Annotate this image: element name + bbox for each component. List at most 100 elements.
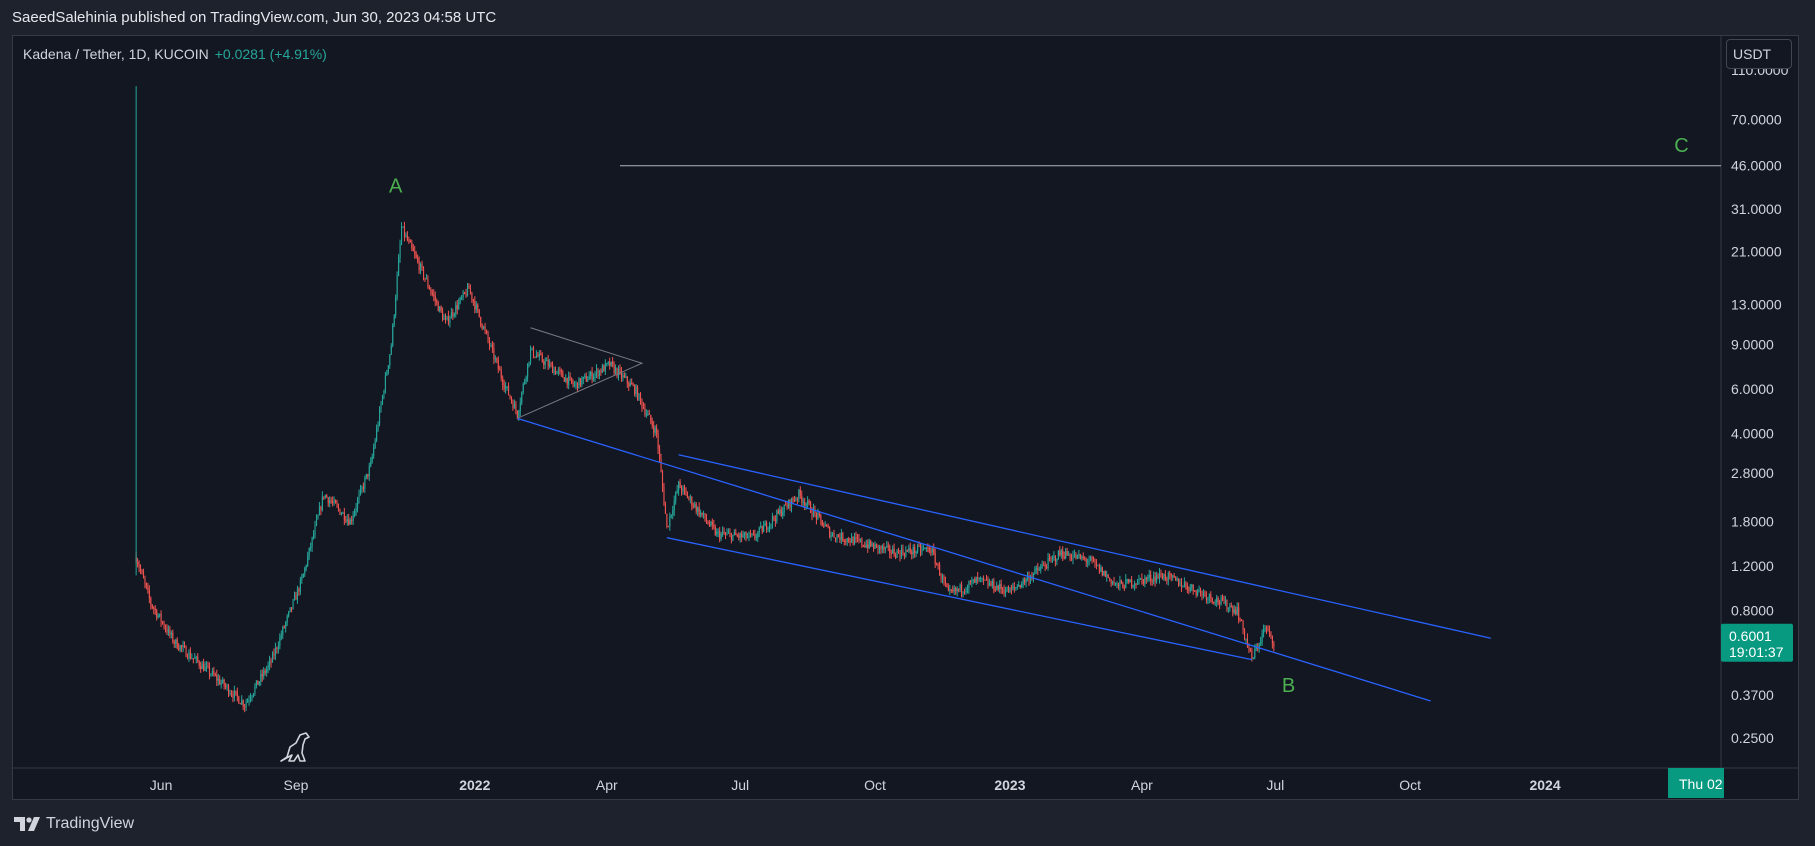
candle-body — [380, 403, 382, 410]
candle — [1093, 556, 1095, 563]
candle-body — [645, 414, 647, 416]
y-tick-label: 0.2500 — [1731, 730, 1774, 746]
candle — [609, 357, 611, 370]
candle-body — [352, 515, 354, 521]
candle-body — [754, 534, 756, 538]
candle — [559, 366, 561, 375]
candle — [1202, 589, 1205, 599]
candle — [883, 542, 885, 554]
candle-body — [244, 706, 246, 708]
candle-body — [625, 376, 627, 378]
candle — [1031, 571, 1033, 581]
candle-body — [946, 583, 948, 588]
footer-brand[interactable]: TradingView — [14, 815, 134, 833]
candle — [257, 680, 259, 685]
candle — [661, 469, 664, 493]
candle — [603, 364, 605, 372]
candle-body — [572, 382, 574, 385]
candle — [274, 642, 277, 660]
candle-body — [956, 588, 958, 592]
candle-body — [1123, 588, 1125, 590]
candle-body — [741, 533, 743, 538]
candle — [962, 591, 964, 598]
candle-body — [1024, 578, 1026, 583]
candle-body — [1047, 557, 1049, 568]
candle — [1066, 547, 1068, 557]
candle-body — [220, 682, 222, 685]
candle-body — [182, 645, 184, 648]
candle-body — [414, 251, 416, 255]
crosshair-date-text: Thu 02 — [1679, 776, 1723, 792]
candle-body — [230, 693, 233, 695]
candle — [600, 368, 602, 376]
candle-body — [335, 500, 337, 504]
price-chart[interactable]: 110.000070.000046.000031.000021.000013.0… — [13, 36, 1799, 800]
candle — [880, 545, 882, 555]
candle-body — [373, 447, 375, 457]
candle — [1223, 595, 1225, 604]
candle — [283, 624, 285, 629]
candle — [264, 668, 266, 676]
candle — [805, 502, 807, 510]
candle-body — [173, 641, 175, 644]
candle-body — [1002, 589, 1004, 591]
candle-body — [160, 613, 162, 622]
candle — [1091, 555, 1093, 564]
candle — [1013, 581, 1015, 593]
candle-body — [644, 407, 646, 415]
candle — [1271, 635, 1273, 649]
candle-body — [299, 579, 301, 592]
candle — [164, 624, 167, 633]
chart-frame[interactable]: 110.0000 70.0000 46.0000 31.0000 21.0000 13.0… — [12, 35, 1799, 800]
candle — [1090, 555, 1092, 562]
x-tick-label: Apr — [1131, 777, 1153, 793]
candle-body — [679, 481, 681, 488]
candle — [881, 544, 883, 554]
candle — [137, 557, 139, 568]
candle-body — [801, 495, 803, 503]
candle-body — [1025, 578, 1027, 583]
candle — [1273, 640, 1275, 652]
candle — [456, 300, 458, 315]
candle — [1022, 577, 1024, 589]
candle — [692, 502, 694, 509]
currency-button[interactable]: USDT — [1726, 39, 1792, 69]
candle-body — [1035, 568, 1037, 570]
candle-body — [494, 358, 496, 360]
candle — [166, 624, 168, 636]
candle — [398, 254, 400, 277]
candle-body — [1220, 597, 1222, 604]
candle-body — [864, 545, 866, 548]
candle-body — [267, 664, 269, 669]
candle — [795, 496, 797, 502]
candle — [623, 372, 625, 379]
candle-body — [471, 292, 473, 300]
candle — [886, 540, 888, 549]
candle — [741, 530, 743, 543]
candle-body — [317, 515, 319, 520]
candle — [417, 254, 419, 264]
y-tick-label: 31.0000 — [1731, 201, 1782, 217]
candle — [160, 610, 162, 627]
candle — [615, 364, 617, 375]
candle — [352, 511, 354, 525]
candle — [642, 401, 645, 410]
candle — [584, 373, 586, 379]
candle — [755, 533, 757, 542]
candle — [444, 313, 447, 324]
candle — [213, 666, 215, 677]
candle — [905, 546, 907, 558]
candle — [1063, 551, 1065, 560]
candle — [1097, 564, 1099, 567]
candle — [839, 532, 841, 544]
candle-body — [902, 549, 904, 554]
candle — [582, 376, 584, 385]
candle — [414, 245, 416, 259]
candle-body — [1180, 582, 1183, 588]
candle-body — [1202, 592, 1205, 596]
candle-body — [450, 312, 452, 319]
candle — [408, 236, 410, 244]
candle-body — [206, 665, 208, 667]
candle — [1025, 577, 1027, 588]
candle — [528, 361, 530, 368]
